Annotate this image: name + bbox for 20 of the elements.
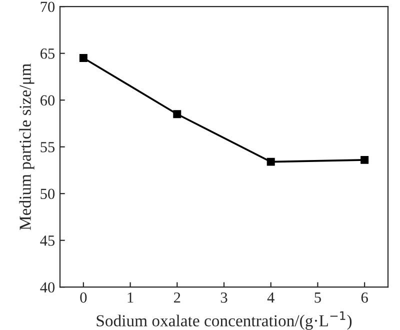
y-tick-label: 65: [40, 48, 55, 59]
y-axis-title: Medium particle size/μm: [19, 64, 34, 230]
y-tick-label: 40: [40, 282, 55, 293]
x-axis-title: Sodium oxalate concentration/(g·L$^{−1}$): [96, 311, 352, 330]
y-tick-label: 70: [40, 2, 55, 12]
y-tick-label: 60: [40, 95, 55, 106]
x-tick-label: 5: [314, 292, 321, 303]
x-tick-label: 3: [220, 292, 228, 303]
point: [266, 158, 275, 166]
point: [360, 156, 369, 164]
point: [173, 110, 182, 118]
y-tick-label: 45: [40, 236, 55, 246]
x-tick-label: 4: [267, 292, 274, 303]
x-tick-label: 6: [361, 292, 368, 303]
point: [79, 54, 88, 62]
y-tick-label: 50: [40, 188, 55, 200]
x-tick-label: 0: [80, 292, 87, 303]
x-tick-label: 1: [128, 292, 134, 303]
x-tick-label: 2: [174, 292, 180, 303]
y-tick-label: 55: [40, 142, 55, 152]
